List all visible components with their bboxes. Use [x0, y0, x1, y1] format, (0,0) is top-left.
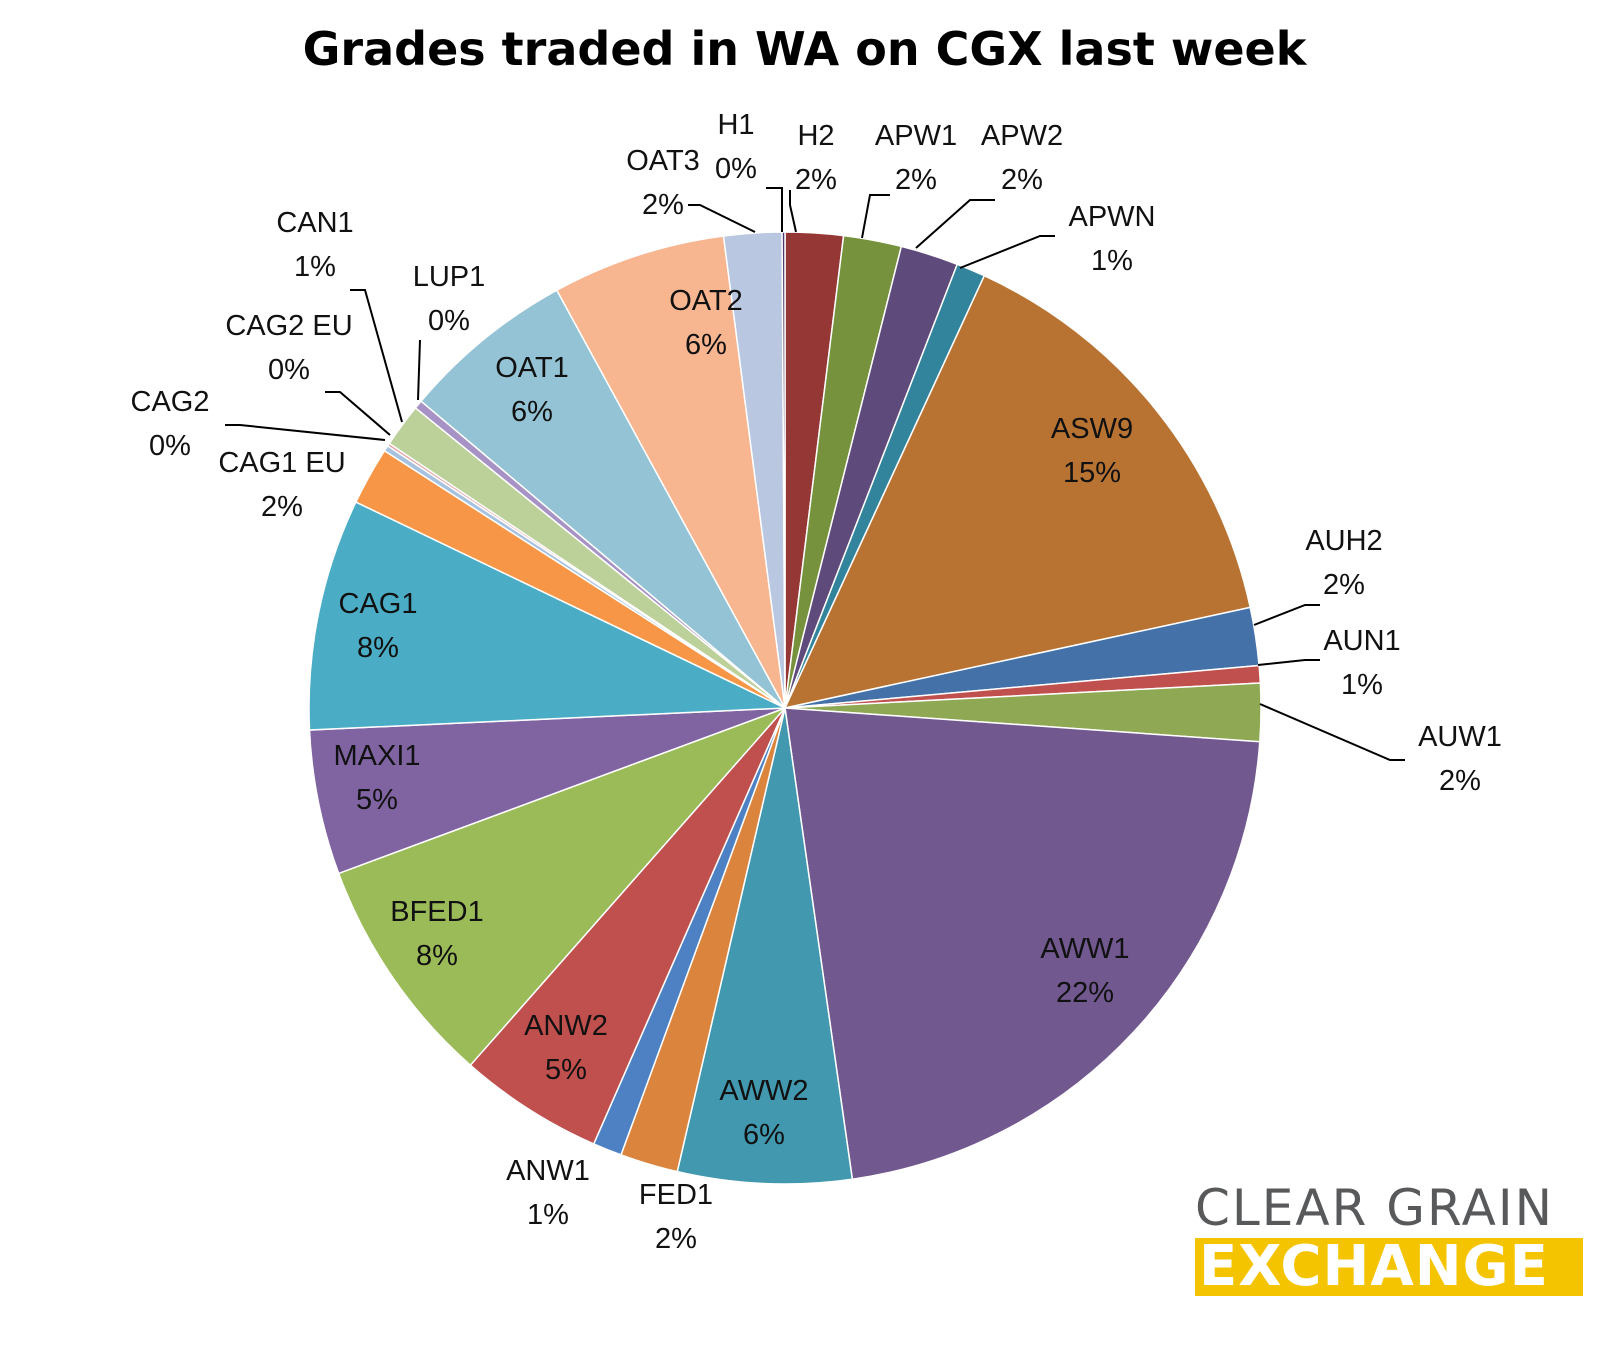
slice-percent-oat1: 6%	[511, 396, 553, 428]
slice-label-maxi1: MAXI1	[333, 740, 420, 772]
slice-percent-cag2: 0%	[149, 430, 191, 462]
slice-label-asw9: ASW9	[1051, 413, 1133, 445]
leader-lines	[225, 187, 1405, 761]
slice-percent-oat3: 2%	[642, 189, 684, 221]
slice-label-auh2: AUH2	[1305, 525, 1382, 557]
slice-label-h2: H2	[797, 120, 834, 152]
leader-line-lup1	[417, 339, 421, 401]
leader-line-apw1	[861, 194, 890, 239]
slice-percent-apw1: 2%	[895, 164, 937, 196]
slice-label-oat3: OAT3	[626, 145, 700, 177]
slice-label-aun1: AUN1	[1323, 625, 1400, 657]
pie-slices	[308, 231, 1262, 1185]
pie-slice-aww2	[676, 707, 854, 1185]
leader-line-h2	[789, 190, 797, 233]
slice-percent-anw2: 5%	[545, 1054, 587, 1086]
leader-line-apwn	[959, 235, 1055, 269]
slice-label-cag1: CAG1	[339, 588, 418, 620]
slice-percent-fed1: 2%	[655, 1223, 697, 1255]
slice-label-anw2: ANW2	[524, 1010, 608, 1042]
pie-slice-anw2	[469, 707, 786, 1145]
leader-line-can1	[350, 289, 403, 423]
leader-line-auh2	[1253, 604, 1320, 626]
pie-slice-asw9	[783, 274, 1252, 710]
slice-label-cag1-eu: CAG1 EU	[218, 447, 345, 479]
slice-label-oat2: OAT2	[669, 285, 743, 317]
leader-line-apw2	[915, 199, 995, 249]
slice-label-anw1: ANW1	[506, 1155, 590, 1187]
leader-line-cag2-eu	[325, 391, 391, 436]
slice-percent-oat2: 6%	[685, 329, 727, 361]
chart-title: Grades traded in WA on CGX last week	[302, 22, 1307, 76]
pie-slice-maxi1	[308, 707, 786, 875]
slice-percent-h2: 2%	[795, 164, 837, 196]
leader-line-aun1	[1257, 659, 1320, 666]
slice-label-apwn: APWN	[1069, 201, 1156, 233]
logo-text-line2: EXCHANGE	[1195, 1238, 1583, 1296]
slice-percent-cag1-eu: 2%	[261, 491, 303, 523]
logo-text-line1: CLEAR GRAIN	[1195, 1179, 1555, 1237]
slice-label-cag2: CAG2	[131, 386, 210, 418]
slice-percent-cag1: 8%	[357, 632, 399, 664]
slice-percent-asw9: 15%	[1063, 457, 1121, 489]
slice-label-lup1: LUP1	[413, 261, 486, 293]
leader-line-oat3	[688, 204, 756, 233]
slice-label-aww1: AWW1	[1040, 933, 1129, 965]
slice-percent-aww2: 6%	[743, 1119, 785, 1151]
slice-label-cag2-eu: CAG2 EU	[225, 310, 352, 342]
slice-percent-h1: 0%	[715, 153, 757, 185]
slice-percent-apw2: 2%	[1001, 164, 1043, 196]
leader-line-cag2	[225, 424, 386, 441]
pie-slice-cag1	[308, 501, 786, 731]
slice-percent-bfed1: 8%	[416, 940, 458, 972]
clear-grain-exchange-logo: CLEAR GRAIN EXCHANGE	[1195, 1180, 1583, 1296]
pie-slice-h1	[781, 231, 786, 709]
slice-percent-aun1: 1%	[1341, 669, 1383, 701]
slice-label-fed1: FED1	[639, 1179, 713, 1211]
slice-label-auw1: AUW1	[1418, 721, 1502, 753]
slice-label-apw2: APW2	[981, 120, 1063, 152]
slice-label-apw1: APW1	[875, 120, 957, 152]
slice-percent-maxi1: 5%	[356, 784, 398, 816]
slice-label-aww2: AWW2	[719, 1075, 808, 1107]
slice-percent-auh2: 2%	[1323, 569, 1365, 601]
pie-slice-oat2	[555, 235, 786, 709]
slice-label-oat1: OAT1	[495, 352, 569, 384]
slice-percent-anw1: 1%	[527, 1199, 569, 1231]
slice-percent-aww1: 22%	[1056, 977, 1114, 1009]
slice-percent-auw1: 2%	[1439, 765, 1481, 797]
slice-percent-lup1: 0%	[428, 305, 470, 337]
leader-line-auw1	[1259, 703, 1405, 761]
slice-label-can1: CAN1	[276, 207, 353, 239]
slice-label-h1: H1	[717, 109, 754, 141]
slice-percent-can1: 1%	[294, 251, 336, 283]
slice-labels: H2 2% APW1 2% APW2 2% APWN 1% ASW9 15% AUH2 2% AUN1 1…	[131, 109, 1502, 1255]
pie-slice-oat1	[420, 289, 786, 709]
pie-slice-aww1	[784, 707, 1261, 1181]
leader-line-h1	[766, 187, 783, 232]
slice-label-bfed1: BFED1	[390, 896, 483, 928]
pie-slice-bfed1	[337, 707, 786, 1067]
slice-percent-cag2-eu: 0%	[268, 354, 310, 386]
slice-percent-apwn: 1%	[1091, 245, 1133, 277]
